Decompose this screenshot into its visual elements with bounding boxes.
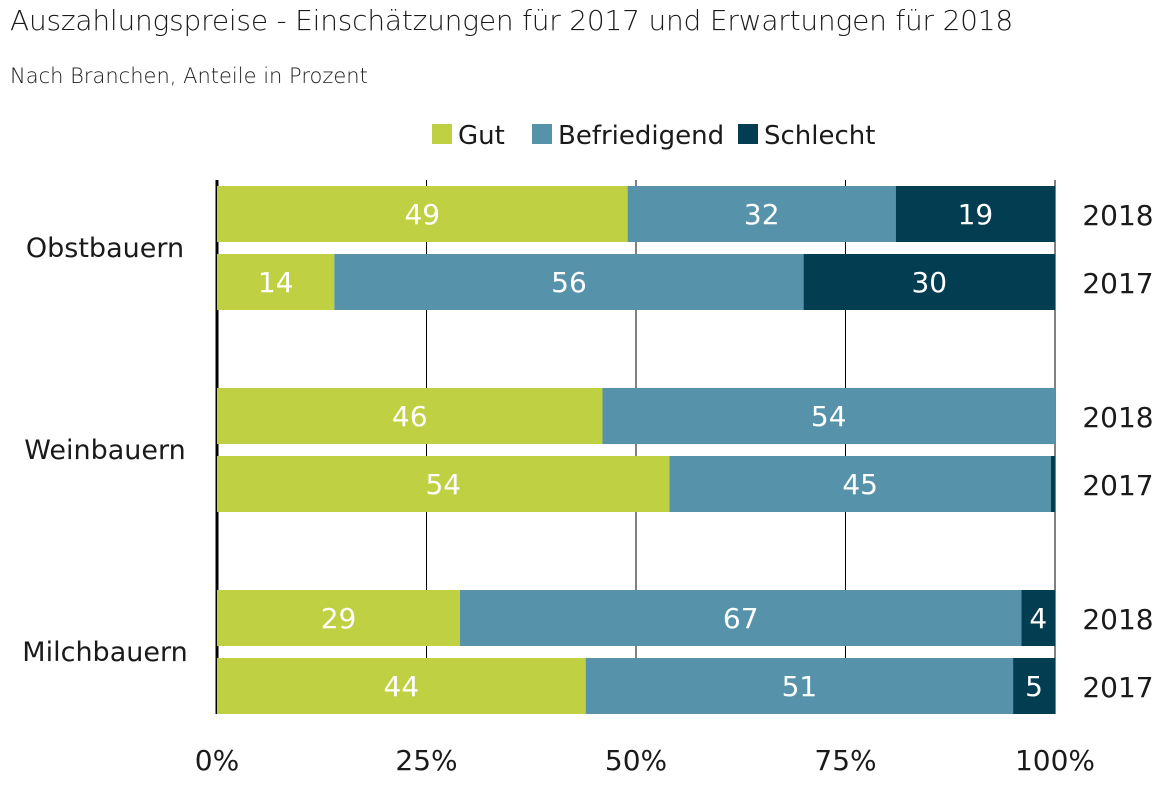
x-tick-50-: 50% — [605, 744, 667, 777]
category-label-milchbauern: Milchbauern — [22, 637, 187, 668]
year-label-obstbauern-2017: 2017 — [1082, 267, 1153, 300]
bar-milchbauern-2018-befriedigend — [460, 590, 1022, 646]
data-label-milchbauern-2018-gut: 29 — [321, 602, 357, 635]
category-label-weinbauern: Weinbauern — [24, 435, 186, 466]
data-label-milchbauern-2017-befriedigend: 51 — [782, 670, 818, 703]
year-label-weinbauern-2017: 2017 — [1082, 469, 1153, 502]
bar-milchbauern-2017-schlecht — [1013, 658, 1055, 714]
bar-obstbauern-2017-gut — [217, 254, 335, 310]
category-labels: Obstbauern Weinbauern Milchbauern — [22, 233, 187, 668]
bar-obstbauern-2018-gut — [217, 186, 628, 242]
data-label-obstbauern-2018-schlecht: 19 — [958, 198, 994, 231]
year-label-weinbauern-2018: 2018 — [1082, 401, 1153, 434]
year-label-obstbauern-2018: 2018 — [1082, 199, 1153, 232]
x-tick-75-: 75% — [814, 744, 876, 777]
data-label-weinbauern-2018-befriedigend: 54 — [811, 400, 847, 433]
bar-weinbauern-2017-schlecht — [1050, 456, 1055, 512]
x-tick-100-: 100% — [1015, 744, 1095, 777]
data-label-obstbauern-2017-gut: 14 — [258, 266, 294, 299]
legend-label-befriedigend: Befriedigend — [558, 121, 724, 151]
x-tick-0-: 0% — [195, 744, 239, 777]
bar-milchbauern-2017-gut — [217, 658, 586, 714]
year-label-milchbauern-2017: 2017 — [1082, 671, 1153, 704]
data-label-weinbauern-2017-gut: 54 — [425, 468, 461, 501]
bar-milchbauern-2018-schlecht — [1021, 590, 1055, 646]
category-label-obstbauern: Obstbauern — [26, 233, 184, 264]
legend-swatch-gut — [432, 124, 452, 144]
year-label-milchbauern-2018: 2018 — [1082, 603, 1153, 636]
bar-weinbauern-2017-befriedigend — [669, 456, 1051, 512]
bar-obstbauern-2017-schlecht — [803, 254, 1055, 310]
legend-label-gut: Gut — [458, 121, 505, 151]
data-label-obstbauern-2017-befriedigend: 56 — [551, 266, 587, 299]
data-label-weinbauern-2018-gut: 46 — [392, 400, 428, 433]
data-label-weinbauern-2017-befriedigend: 45 — [842, 468, 878, 501]
bar-obstbauern-2018-schlecht — [895, 186, 1055, 242]
bar-weinbauern-2018-gut — [217, 388, 603, 444]
legend: Gut Befriedigend Schlecht — [432, 121, 875, 151]
bar-milchbauern-2017-befriedigend — [585, 658, 1014, 714]
bar-weinbauern-2018-befriedigend — [602, 388, 1055, 444]
data-label-milchbauern-2018-schlecht: 4 — [1029, 602, 1047, 635]
bar-obstbauern-2018-befriedigend — [627, 186, 896, 242]
bars — [217, 186, 1055, 714]
data-label-milchbauern-2018-befriedigend: 67 — [723, 602, 759, 635]
x-tick-labels: 0% 25% 50% 75% 100% — [195, 744, 1095, 777]
legend-label-schlecht: Schlecht — [764, 121, 875, 151]
bar-milchbauern-2018-gut — [217, 590, 461, 646]
bar-obstbauern-2017-befriedigend — [334, 254, 804, 310]
year-labels: 2018 2017 2018 2017 2018 2017 — [1082, 199, 1153, 704]
data-label-obstbauern-2018-befriedigend: 32 — [744, 198, 780, 231]
data-label-milchbauern-2017-gut: 44 — [384, 670, 420, 703]
chart-subtitle: Nach Branchen, Anteile in Prozent — [10, 64, 368, 88]
chart-title: Auszahlungspreise - Einschätzungen für 2… — [10, 4, 1014, 37]
data-label-milchbauern-2017-schlecht: 5 — [1025, 670, 1043, 703]
x-tick-25-: 25% — [395, 744, 457, 777]
legend-swatch-befriedigend — [532, 124, 552, 144]
data-label-obstbauern-2018-gut: 49 — [404, 198, 440, 231]
bar-weinbauern-2017-gut — [217, 456, 670, 512]
legend-swatch-schlecht — [738, 124, 758, 144]
data-label-obstbauern-2017-schlecht: 30 — [911, 266, 947, 299]
